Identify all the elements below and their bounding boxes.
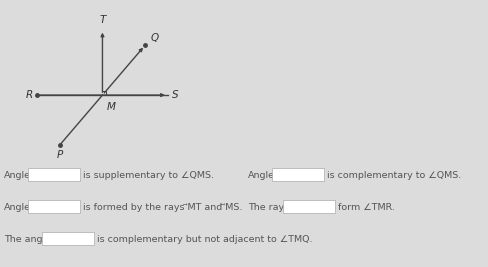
Text: Q: Q — [150, 33, 158, 43]
Text: T: T — [99, 15, 105, 25]
Text: is supplementary to ∠QMS.: is supplementary to ∠QMS. — [83, 171, 214, 179]
Text: P: P — [57, 150, 63, 160]
Text: is complementary but not adjacent to ∠TMQ.: is complementary but not adjacent to ∠TM… — [97, 234, 312, 244]
Text: The rays: The rays — [248, 202, 289, 211]
Text: Angle: Angle — [248, 171, 275, 179]
Text: S: S — [172, 90, 179, 100]
Text: Angle: Angle — [4, 171, 31, 179]
Text: The angle: The angle — [4, 234, 51, 244]
Text: M: M — [107, 102, 116, 112]
Text: Angle: Angle — [4, 202, 31, 211]
Text: is formed by the rays ⃗MT and ⃗MS.: is formed by the rays ⃗MT and ⃗MS. — [83, 202, 243, 211]
Text: form ∠TMR.: form ∠TMR. — [338, 202, 395, 211]
Text: R: R — [26, 90, 33, 100]
Text: is complementary to ∠QMS.: is complementary to ∠QMS. — [327, 171, 461, 179]
